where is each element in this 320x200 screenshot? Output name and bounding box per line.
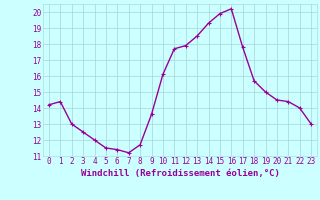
X-axis label: Windchill (Refroidissement éolien,°C): Windchill (Refroidissement éolien,°C) bbox=[81, 169, 279, 178]
